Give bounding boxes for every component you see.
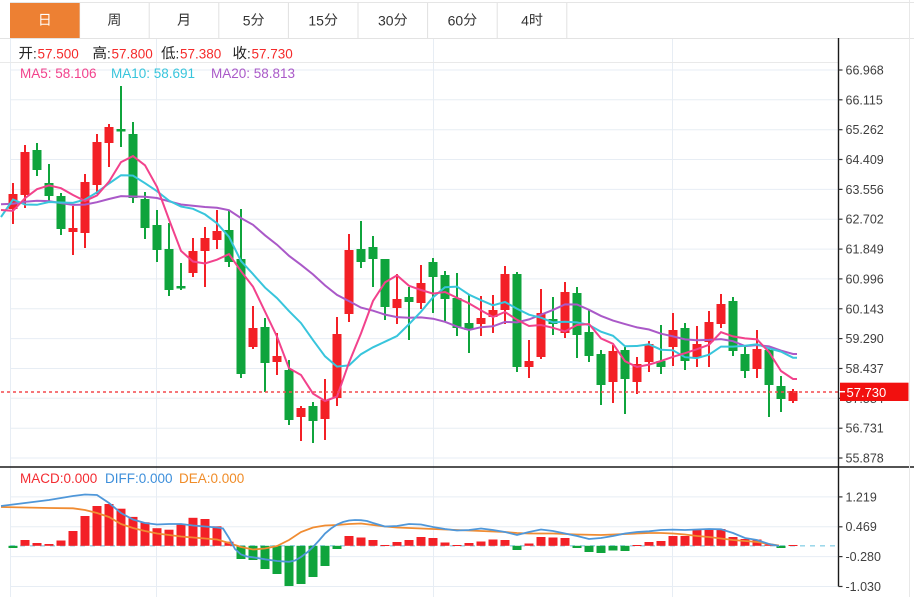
svg-text:65.262: 65.262 [846, 123, 884, 137]
svg-text::: : [247, 47, 251, 62]
svg-text:1.219: 1.219 [846, 490, 877, 504]
svg-text:64.409: 64.409 [846, 153, 884, 167]
svg-text:57.500: 57.500 [38, 47, 79, 62]
svg-text:DEA:0.000: DEA:0.000 [179, 471, 244, 486]
svg-text:5: 5 [243, 13, 251, 29]
svg-text:57.800: 57.800 [112, 47, 153, 62]
svg-text:57.380: 57.380 [180, 47, 221, 62]
svg-text:63.556: 63.556 [846, 183, 884, 197]
svg-text:-1.030: -1.030 [846, 580, 881, 594]
svg-text:15: 15 [308, 13, 324, 29]
svg-text:0.469: 0.469 [846, 520, 877, 534]
svg-text:66.115: 66.115 [846, 93, 883, 107]
svg-text:57.730: 57.730 [847, 385, 887, 400]
svg-text:66.968: 66.968 [846, 64, 884, 78]
svg-text:55.878: 55.878 [846, 452, 884, 466]
svg-text:30: 30 [378, 13, 394, 29]
svg-text:MA10: 58.691: MA10: 58.691 [111, 66, 195, 81]
svg-text:60: 60 [448, 13, 464, 29]
svg-text:58.437: 58.437 [846, 362, 884, 376]
svg-text:-0.280: -0.280 [846, 550, 881, 564]
svg-text:DIFF:0.000: DIFF:0.000 [105, 471, 173, 486]
svg-text:60.143: 60.143 [846, 302, 884, 316]
svg-text:MACD:0.000: MACD:0.000 [20, 471, 97, 486]
svg-text:56.731: 56.731 [846, 422, 884, 436]
svg-text:62.702: 62.702 [846, 213, 884, 227]
svg-text:57.730: 57.730 [252, 47, 293, 62]
svg-text:4: 4 [521, 13, 529, 29]
svg-text:60.996: 60.996 [846, 272, 884, 286]
svg-text:MA20: 58.813: MA20: 58.813 [211, 66, 295, 81]
svg-text:MA5: 58.106: MA5: 58.106 [20, 66, 97, 81]
svg-text:59.290: 59.290 [846, 332, 884, 346]
svg-text::: : [33, 47, 37, 62]
svg-text::: : [176, 47, 180, 62]
svg-text::: : [107, 47, 111, 62]
svg-text:61.849: 61.849 [846, 243, 884, 257]
